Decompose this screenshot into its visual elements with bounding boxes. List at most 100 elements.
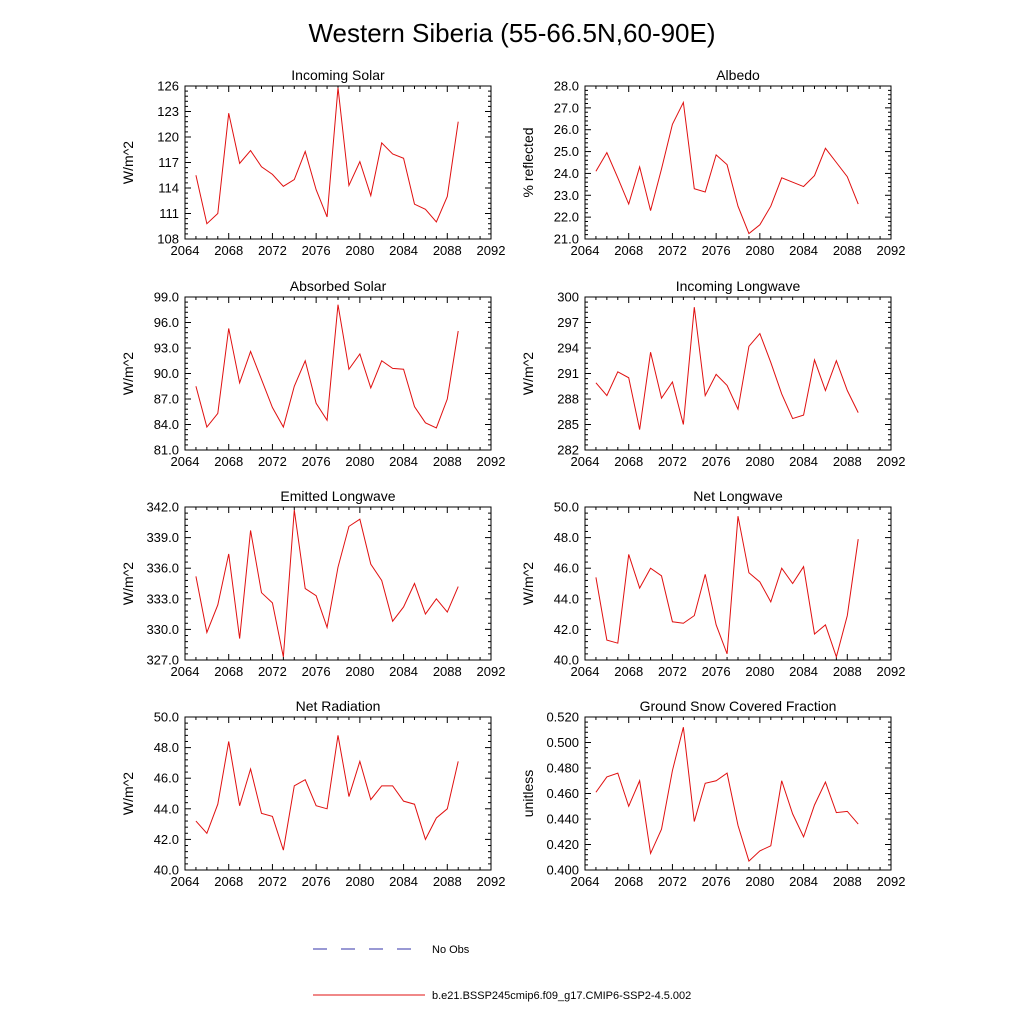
x-tick-label: 2080	[745, 664, 774, 679]
plot-frame	[584, 506, 892, 661]
x-tick-label: 2092	[877, 664, 906, 679]
panel-albedo: Albedo % reflected 2064 2068 2072 2076 2080 208…	[520, 67, 905, 258]
x-tick-label: 2068	[214, 243, 243, 258]
y-tick-label: 27.0	[554, 100, 579, 115]
y-tick-label: 24.0	[554, 166, 579, 181]
y-axis-label: unitless	[520, 770, 536, 817]
x-tick-label: 2064	[171, 243, 200, 258]
x-tick-label: 2064	[571, 874, 600, 889]
x-tick-label: 2080	[745, 874, 774, 889]
series-line-albedo	[595, 100, 859, 235]
x-tick-label: 2072	[658, 664, 687, 679]
y-axis-label: W/m^2	[120, 141, 136, 184]
panel-title: Incoming Solar	[291, 67, 385, 83]
panel-incoming-solar: Incoming Solar W/m^2 2064 2068 2072 2076 2080 2…	[120, 67, 505, 258]
y-tick-label: 342.0	[146, 500, 179, 515]
y-tick-label: 81.0	[154, 443, 179, 458]
x-tick-label: 2092	[477, 664, 506, 679]
x-tick-label: 2064	[571, 243, 600, 258]
plot-frame	[584, 85, 892, 240]
y-tick-label: 40.0	[554, 653, 579, 668]
figure-title: Western Siberia (55-66.5N,60-90E)	[308, 18, 715, 48]
panel-title: Absorbed Solar	[290, 278, 387, 294]
y-tick-label: 50.0	[154, 710, 179, 725]
y-tick-label: 333.0	[146, 591, 179, 606]
y-tick-label: 114	[158, 181, 179, 196]
y-tick-label: 288	[557, 392, 579, 407]
y-tick-label: 327.0	[146, 653, 179, 668]
y-tick-label: 90.0	[154, 366, 179, 381]
x-tick-label: 2072	[258, 454, 287, 469]
y-tick-label: 48.0	[554, 530, 579, 545]
y-tick-label: 126	[157, 79, 179, 94]
y-tick-label: 0.480	[546, 761, 579, 776]
y-tick-label: 96.0	[154, 315, 179, 330]
plot-frame	[584, 296, 892, 451]
plot-frame	[184, 716, 492, 871]
x-tick-label: 2076	[702, 874, 731, 889]
x-tick-label: 2068	[214, 874, 243, 889]
x-tick-label: 2072	[658, 243, 687, 258]
y-tick-label: 294	[557, 341, 579, 356]
y-tick-label: 87.0	[154, 392, 179, 407]
y-tick-label: 23.0	[554, 188, 579, 203]
series-line-net-longwave	[595, 516, 859, 659]
x-tick-label: 2068	[614, 243, 643, 258]
y-tick-label: 0.520	[546, 710, 579, 725]
x-tick-label: 2064	[171, 454, 200, 469]
y-tick-label: 26.0	[554, 122, 579, 137]
x-tick-label: 2092	[477, 243, 506, 258]
x-tick-label: 2084	[789, 874, 818, 889]
x-tick-label: 2072	[658, 454, 687, 469]
x-tick-label: 2064	[171, 874, 200, 889]
legend-label-no-obs: No Obs	[432, 944, 470, 956]
y-tick-label: 25.0	[554, 144, 579, 159]
series-line-incoming-longwave	[595, 307, 859, 430]
x-tick-label: 2072	[258, 243, 287, 258]
x-tick-label: 2076	[702, 454, 731, 469]
x-tick-label: 2076	[302, 243, 331, 258]
y-axis-label: W/m^2	[120, 352, 136, 395]
x-tick-label: 2084	[789, 664, 818, 679]
y-tick-label: 44.0	[554, 591, 579, 606]
x-tick-label: 2072	[258, 664, 287, 679]
panel-absorbed-solar: Absorbed Solar W/m^2 2064 2068 2072 2076 2080 2…	[120, 278, 505, 469]
y-tick-label: 291	[557, 366, 579, 381]
y-tick-label: 0.400	[546, 863, 579, 878]
y-tick-label: 50.0	[554, 500, 579, 515]
y-tick-label: 93.0	[154, 341, 179, 356]
panel-title: Net Longwave	[693, 488, 783, 504]
series-line-net-radiation	[195, 735, 459, 851]
x-tick-label: 2076	[302, 874, 331, 889]
x-tick-label: 2076	[702, 243, 731, 258]
y-tick-label: 84.0	[154, 417, 179, 432]
x-tick-label: 2092	[877, 243, 906, 258]
y-tick-label: 40.0	[154, 863, 179, 878]
y-tick-label: 339.0	[146, 530, 179, 545]
y-axis-label: W/m^2	[120, 772, 136, 815]
y-axis-label: W/m^2	[120, 562, 136, 605]
panel-title: Incoming Longwave	[676, 278, 801, 294]
y-tick-label: 297	[557, 315, 579, 330]
x-tick-label: 2084	[789, 243, 818, 258]
y-tick-label: 108	[157, 232, 179, 247]
x-tick-label: 2092	[877, 454, 906, 469]
legend: No Obs b.e21.BSSP245cmip6.f09_g17.CMIP6-…	[313, 944, 691, 1002]
x-tick-label: 2088	[833, 243, 862, 258]
panel-title: Ground Snow Covered Fraction	[640, 698, 837, 714]
y-tick-label: 46.0	[554, 561, 579, 576]
y-tick-label: 0.460	[546, 786, 579, 801]
series-line-incoming-solar	[195, 87, 459, 225]
x-tick-label: 2068	[614, 454, 643, 469]
x-tick-label: 2084	[389, 664, 418, 679]
y-tick-label: 282	[557, 443, 579, 458]
y-tick-label: 22.0	[554, 210, 579, 225]
y-tick-label: 117	[158, 155, 179, 170]
y-tick-label: 300	[557, 290, 579, 305]
plot-frame	[184, 296, 492, 451]
x-tick-label: 2080	[745, 454, 774, 469]
x-tick-label: 2088	[433, 874, 462, 889]
panel-incoming-longwave: Incoming Longwave W/m^2 2064 2068 2072 2076 20…	[520, 278, 905, 469]
y-tick-label: 336.0	[146, 561, 179, 576]
